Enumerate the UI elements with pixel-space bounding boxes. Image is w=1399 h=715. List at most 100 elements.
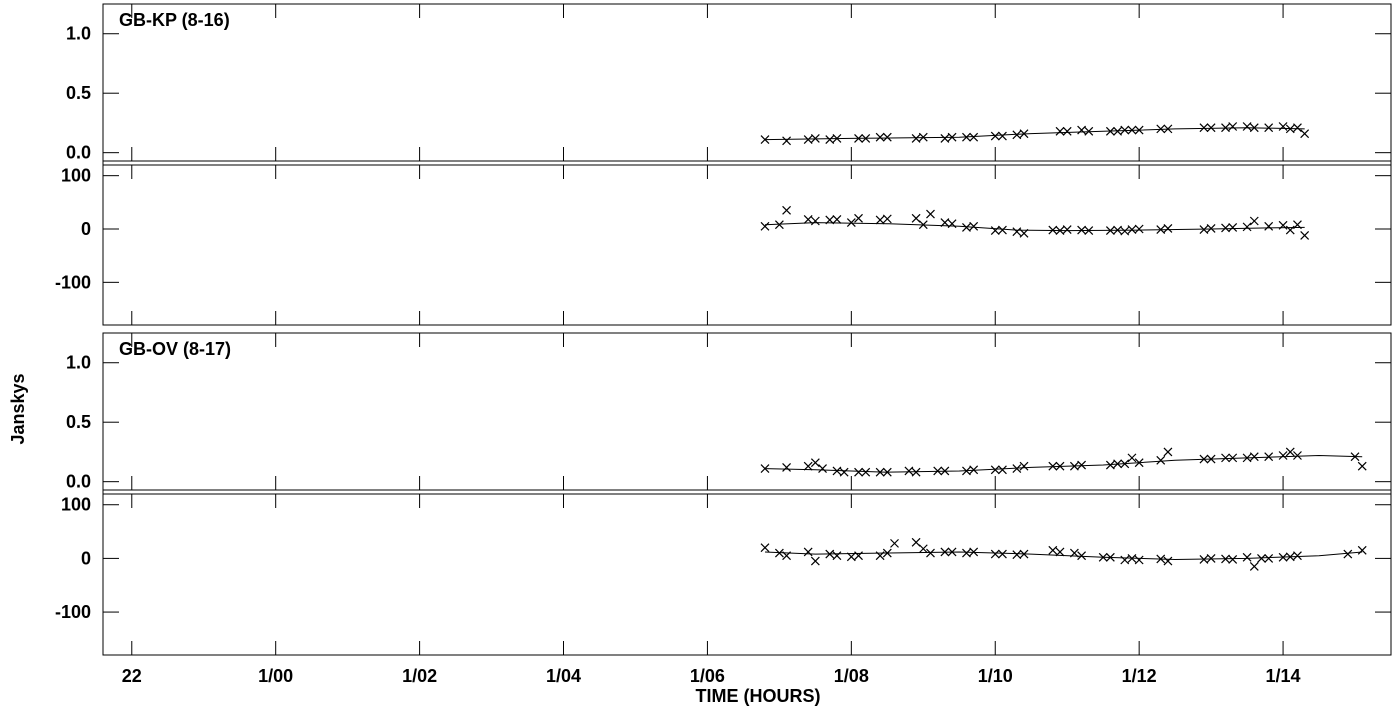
mark-stroke: [1249, 452, 1259, 462]
amplitude-point: [1105, 126, 1115, 136]
phase-point: [1019, 549, 1029, 559]
mark-stroke: [1206, 553, 1216, 563]
amplitude-point: [760, 135, 770, 145]
mark-stroke: [1343, 549, 1353, 559]
phase-point: [1127, 225, 1137, 234]
phase-point: [875, 551, 885, 561]
phase-point: [875, 215, 885, 225]
mark-stroke: [947, 132, 957, 142]
phase-tick-label: 100: [61, 495, 91, 515]
mark-stroke: [1242, 122, 1252, 131]
amplitude-point: [940, 466, 950, 476]
mark-stroke: [803, 135, 813, 145]
mark-stroke: [918, 220, 928, 230]
amplitude-point: [875, 132, 885, 142]
mark-stroke: [1077, 125, 1087, 135]
phase-point: [962, 548, 971, 558]
mark-stroke: [940, 547, 950, 557]
mark-stroke: [1105, 226, 1115, 236]
amplitude-point: [854, 467, 863, 477]
amplitude-point: [1055, 461, 1065, 471]
mark-stroke: [1012, 550, 1022, 560]
phase-point: [1077, 551, 1087, 561]
mark-stroke: [1055, 126, 1065, 136]
mark-stroke: [1249, 123, 1259, 133]
phase-point: [918, 544, 928, 554]
mark-stroke: [1127, 553, 1137, 563]
amplitude-point: [1249, 452, 1259, 462]
mark-stroke: [803, 547, 813, 557]
mark-stroke: [1199, 454, 1209, 464]
mark-stroke: [969, 465, 979, 475]
mark-stroke: [1105, 126, 1115, 136]
amplitude-point: [1199, 454, 1209, 464]
phase-point: [825, 215, 835, 225]
mark-stroke: [1199, 225, 1209, 234]
amplitude-model-line: [764, 454, 1363, 473]
mark-stroke: [1199, 555, 1209, 564]
mark-stroke: [861, 133, 871, 143]
amplitude-point: [969, 465, 979, 475]
mark-stroke: [1249, 562, 1259, 571]
phase-point: [1278, 552, 1288, 562]
phase-point: [969, 221, 979, 231]
phase-point: [947, 219, 957, 229]
amplitude-point: [1350, 452, 1360, 462]
amplitude-point: [911, 133, 921, 143]
phase-point: [1069, 548, 1079, 558]
mark-stroke: [832, 133, 842, 143]
mark-stroke: [1293, 123, 1302, 133]
mark-stroke: [882, 214, 892, 224]
mark-stroke: [1098, 552, 1108, 562]
mark-stroke: [1012, 227, 1022, 237]
mark-stroke: [1285, 225, 1295, 235]
mark-stroke: [1055, 226, 1065, 236]
mark-stroke: [990, 226, 1000, 236]
phase-point: [1012, 550, 1022, 560]
amplitude-point: [1163, 447, 1173, 457]
phase-point: [1077, 225, 1087, 235]
amplitude-point: [760, 464, 770, 474]
mark-stroke: [1199, 123, 1209, 133]
mark-stroke: [803, 461, 813, 471]
mark-stroke: [1113, 126, 1122, 136]
mark-stroke: [1084, 126, 1094, 136]
amplitude-point: [1285, 124, 1295, 134]
mark-stroke: [1163, 556, 1173, 566]
amp-tick-label: 0.0: [66, 472, 91, 492]
phase-point: [782, 205, 791, 215]
mark-stroke: [1134, 224, 1144, 234]
x-tick-label: 1/06: [690, 666, 725, 686]
mark-stroke: [1012, 464, 1022, 474]
x-tick-label: 1/10: [978, 666, 1013, 686]
amplitude-point: [832, 133, 842, 143]
phase-point: [1221, 223, 1230, 233]
amplitude-point: [1127, 453, 1137, 463]
phase-point: [1163, 224, 1173, 233]
amplitude-point: [1113, 459, 1122, 469]
mark-stroke: [1134, 555, 1144, 565]
x-tick-label: 1/12: [1122, 666, 1157, 686]
phase-tick-label: 0: [81, 548, 91, 568]
phase-point: [1055, 547, 1065, 557]
mark-stroke: [1300, 129, 1310, 139]
phase-point: [1249, 562, 1259, 571]
mark-stroke: [832, 466, 842, 476]
mark-stroke: [1206, 454, 1216, 464]
mark-stroke: [998, 131, 1007, 141]
x-tick-labels: 22 1/00 1/02 1/04 1/06 1/08 1/10 1/12 1/14: [122, 666, 1301, 686]
mark-stroke: [1285, 552, 1295, 562]
mark-stroke: [1019, 129, 1029, 139]
mark-stroke: [882, 548, 892, 558]
amplitude-point: [810, 133, 820, 143]
mark-stroke: [1285, 447, 1295, 457]
x-tick-label: 1/08: [834, 666, 869, 686]
amp-tick-label: 0.0: [66, 143, 91, 163]
phase-tick-label: 100: [61, 166, 91, 186]
phase-point: [1055, 226, 1065, 236]
phase-point: [990, 549, 1000, 559]
phase-point: [1249, 216, 1259, 226]
mark-stroke: [998, 225, 1007, 235]
mark-stroke: [911, 213, 921, 223]
mark-stroke: [825, 215, 835, 225]
